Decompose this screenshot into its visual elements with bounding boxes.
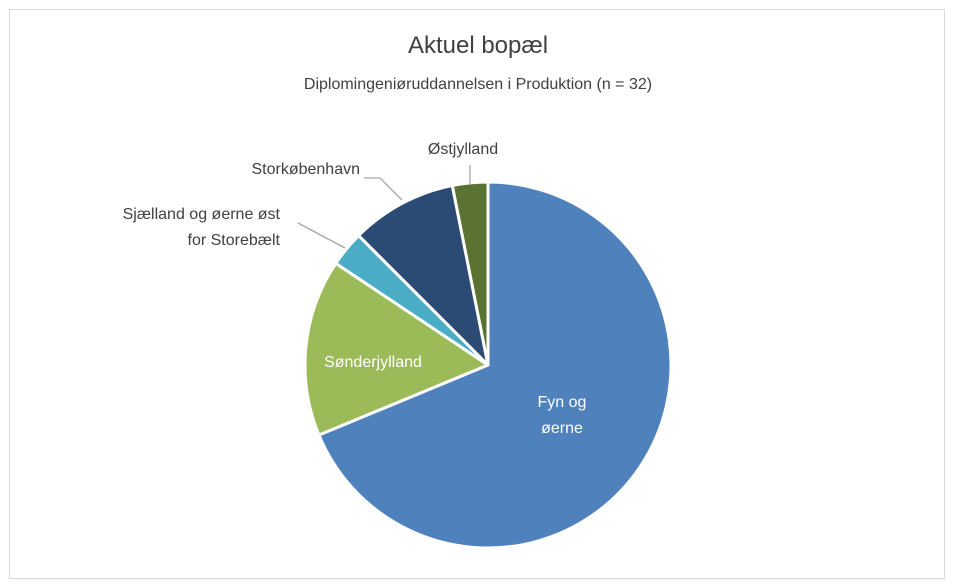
slice-label: Sønderjylland (324, 354, 422, 371)
slice-label: Sjælland og øerne øst for Storebælt (122, 206, 280, 249)
chart-subtitle: Diplomingeniøruddannelsen i Produktion (… (303, 76, 653, 93)
leader-line (297, 222, 346, 249)
chart-frame (9, 9, 945, 579)
pie-slice (303, 261, 490, 437)
pie-slice (317, 180, 673, 550)
slice-label: Storkøbenhavn (251, 161, 360, 178)
slice-label: Fyn og øerne (537, 394, 587, 437)
slice-label: Østjylland (427, 141, 499, 158)
chart-title: Aktuel bopæl (407, 32, 549, 59)
leader-line (364, 177, 403, 201)
pie-slice (357, 184, 490, 367)
